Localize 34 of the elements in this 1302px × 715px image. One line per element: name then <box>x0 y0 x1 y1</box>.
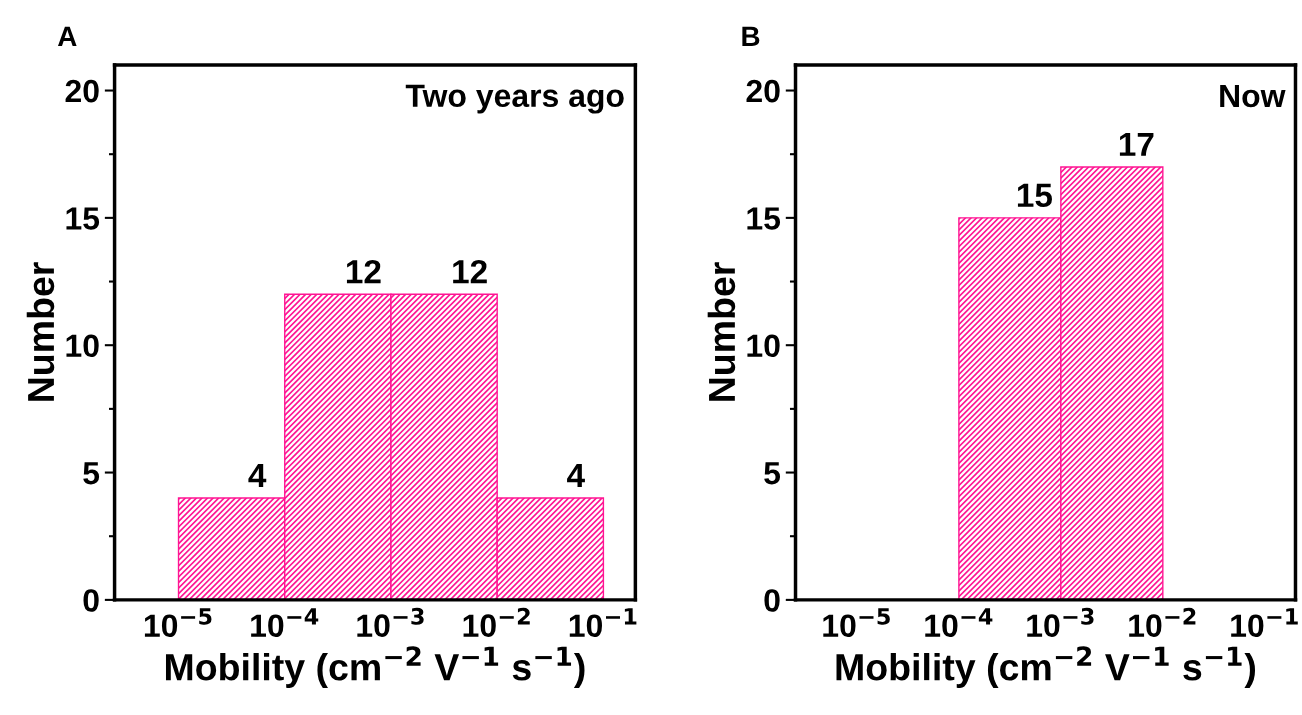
y-tick-label: 20 <box>746 79 780 103</box>
y-tick-label: 10 <box>747 334 780 358</box>
x-tick-label: 10$^{−5}$ <box>144 608 212 638</box>
text: Two years ago <box>405 84 624 114</box>
data-label: 4 <box>248 464 267 487</box>
x-axis-title: Mobility (cm$^{−2}$ V$^{−1}$ s$^{−1}$) <box>836 646 1256 688</box>
data-label: 12 <box>453 259 487 284</box>
x-tick-label: 10$^{−4}$ <box>925 608 993 638</box>
text: A <box>57 26 77 46</box>
x-tick-label: 10$^{−4}$ <box>251 608 319 638</box>
x-tick-label: 10$^{−2}$ <box>463 607 530 637</box>
x-axis-title: Mobility (cm$^{−2}$ V$^{−1}$ s$^{−1}$) <box>165 646 585 688</box>
x-tick-label: 10$^{−5}$ <box>823 608 890 638</box>
data-label: 4 <box>567 464 585 487</box>
data-label: 15 <box>1017 183 1052 208</box>
x-tick-label: 10$^{−3}$ <box>1027 607 1094 637</box>
y-axis-title: Number <box>707 262 736 401</box>
x-tick-label: 10$^{−1}$ <box>569 608 637 638</box>
y-tick-label: 0 <box>83 589 99 612</box>
x-tick-label: 10$^{−3}$ <box>357 607 424 637</box>
y-tick-label: 15 <box>747 207 781 230</box>
y-axis-title: Number <box>26 262 55 401</box>
y-tick-label: 15 <box>66 207 100 230</box>
y-tick-label: 5 <box>83 462 100 485</box>
chart-title: Now <box>1220 84 1286 108</box>
y-tick-label: 5 <box>764 462 781 485</box>
data-label: 17 <box>1119 132 1154 156</box>
x-tick-label: 10$^{−1}$ <box>1231 608 1298 638</box>
x-tick-label: 10$^{−2}$ <box>1129 607 1196 637</box>
data-label: 12 <box>346 259 381 284</box>
y-tick-label: 10 <box>66 334 99 358</box>
y-tick-label: 0 <box>764 589 780 612</box>
y-tick-label: 20 <box>65 79 99 103</box>
text: B <box>742 26 760 46</box>
